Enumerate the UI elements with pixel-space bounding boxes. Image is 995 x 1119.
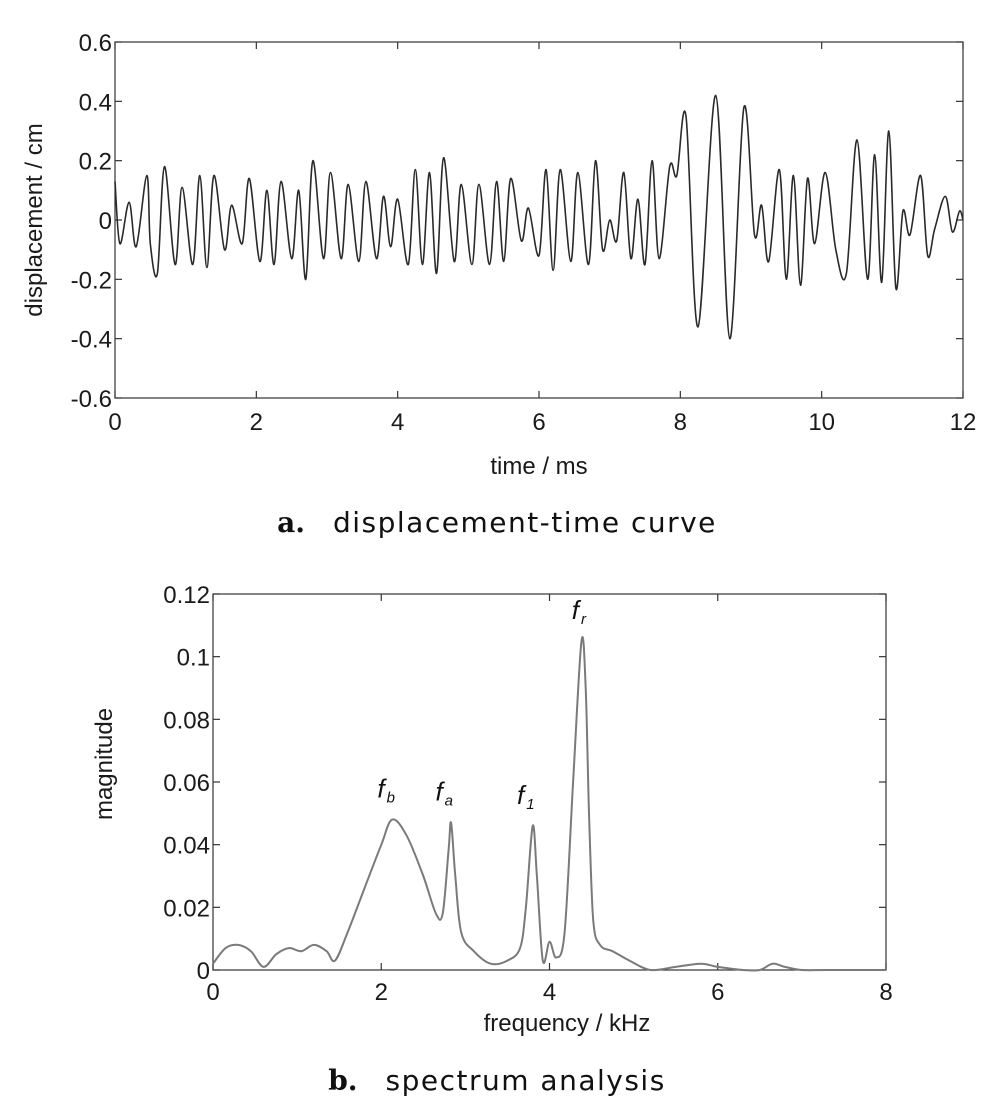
peak-label-subscript: a	[445, 793, 453, 810]
y-tick-label: -0.4	[71, 327, 112, 354]
x-tick-label: 4	[543, 979, 556, 1006]
x-tick-label: 12	[950, 409, 977, 436]
x-tick-label: 2	[375, 979, 388, 1006]
chart-a: 0 2 4 6 8 10 12 -0.6 -0.4 -0.2 0 0.2 0.4 0.6 time / …	[21, 30, 976, 539]
peak-annotations: f b f a f 1f r	[377, 595, 587, 813]
plot-area-a	[114, 41, 964, 399]
peak-label-subscript: r	[581, 611, 587, 628]
y-axis-label-b: magnitude	[91, 708, 118, 820]
y-tick-label: 0.06	[163, 770, 210, 797]
y-tick-label: 0	[197, 958, 210, 985]
x-axis-label-a: time / ms	[490, 453, 587, 480]
x-tick-label: 6	[711, 979, 724, 1006]
x-tick-label: 8	[879, 979, 892, 1006]
caption-a-letter: a.	[277, 506, 305, 539]
series-line-displacement	[114, 94, 964, 340]
y-tick-label: 0.4	[79, 89, 112, 116]
y-tick-label: 0.6	[79, 30, 112, 57]
peak-label-symbol: f	[572, 595, 582, 625]
peak-label-subscript: 1	[526, 796, 534, 813]
series-line-magnitude	[212, 636, 886, 972]
x-ticks-b: 0 2 4 6 8	[206, 594, 893, 1006]
x-tick-label: 10	[808, 409, 835, 436]
y-tick-label: 0.08	[163, 707, 210, 734]
caption-b: b. spectrum analysis	[328, 1064, 666, 1097]
y-ticks-a: -0.6 -0.4 -0.2 0 0.2 0.4 0.6	[71, 30, 963, 413]
y-ticks-b: 0 0.02 0.04 0.06 0.08 0.1 0.12	[163, 582, 886, 985]
peak-label-subscript: b	[387, 790, 395, 807]
x-tick-label: 4	[391, 409, 404, 436]
x-tick-label: 2	[250, 409, 263, 436]
y-tick-label: 0.2	[79, 149, 112, 176]
x-tick-label: 0	[206, 979, 219, 1006]
caption-b-letter: b.	[328, 1064, 357, 1097]
y-tick-label: 0.02	[163, 895, 210, 922]
y-tick-label: 0.1	[177, 645, 210, 672]
plot-area-b	[212, 593, 887, 971]
y-tick-label: 0.04	[163, 833, 210, 860]
y-tick-label: -0.2	[71, 267, 112, 294]
y-tick-label: 0	[99, 208, 112, 235]
caption-a: a. displacement-time curve	[277, 506, 717, 539]
caption-a-text: displacement-time curve	[333, 506, 717, 539]
x-tick-label: 0	[108, 409, 121, 436]
x-ticks-a: 0 2 4 6 8 10 12	[108, 42, 976, 436]
y-tick-label: 0.12	[163, 582, 210, 609]
peak-label-symbol: f	[377, 774, 387, 804]
peak-label-symbol: f	[435, 777, 445, 807]
y-tick-label: -0.6	[71, 386, 112, 413]
y-axis-label-a: displacement / cm	[21, 123, 48, 316]
x-tick-label: 8	[674, 409, 687, 436]
caption-b-text: spectrum analysis	[386, 1064, 666, 1097]
x-tick-label: 6	[532, 409, 545, 436]
peak-label-symbol: f	[517, 780, 527, 810]
x-axis-label-b: frequency / kHz	[484, 1010, 651, 1037]
